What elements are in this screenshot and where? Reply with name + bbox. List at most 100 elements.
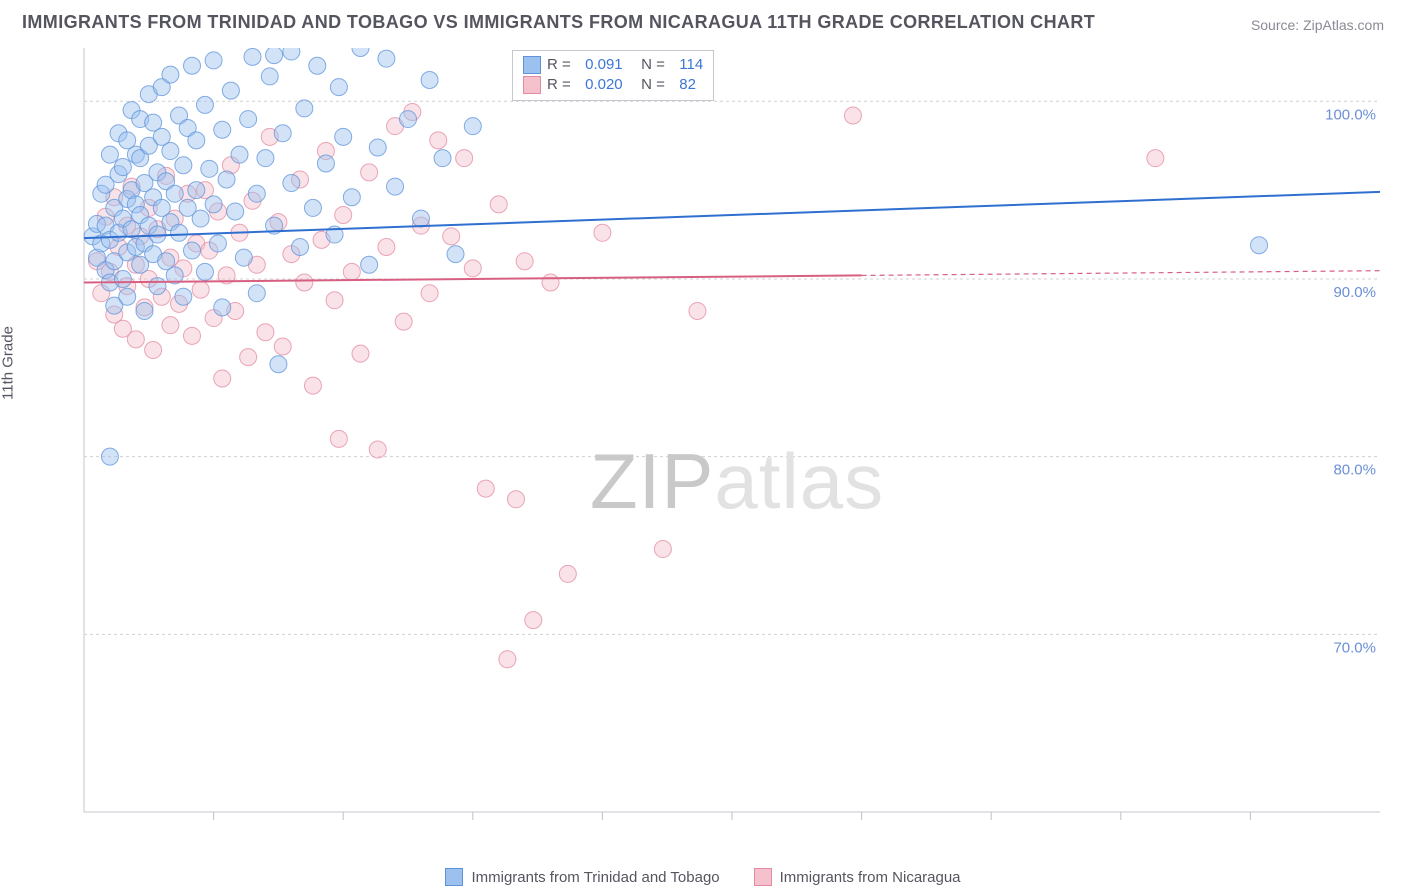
- data-point: [283, 48, 300, 60]
- data-point: [508, 491, 525, 508]
- data-point: [101, 146, 118, 163]
- data-point: [240, 349, 257, 366]
- legend-label: Immigrants from Trinidad and Tobago: [471, 869, 719, 886]
- data-point: [343, 189, 360, 206]
- data-point: [274, 338, 291, 355]
- data-point: [352, 345, 369, 362]
- data-point: [443, 228, 460, 245]
- data-point: [257, 324, 274, 341]
- legend-item-trinidad: Immigrants from Trinidad and Tobago: [445, 868, 719, 886]
- data-point: [119, 288, 136, 305]
- data-point: [525, 612, 542, 629]
- y-tick-label: 90.0%: [1333, 284, 1376, 301]
- x-tick-label: 30.0%: [1337, 827, 1380, 828]
- data-point: [196, 263, 213, 280]
- trend-line-extrapolated: [862, 271, 1380, 276]
- data-point: [136, 302, 153, 319]
- data-point: [490, 196, 507, 213]
- y-tick-label: 70.0%: [1333, 639, 1376, 656]
- data-point: [149, 278, 166, 295]
- stats-legend-row: R = 0.020 N = 82: [523, 75, 703, 95]
- data-point: [231, 146, 248, 163]
- data-point: [214, 370, 231, 387]
- data-point: [162, 317, 179, 334]
- data-point: [222, 82, 239, 99]
- data-point: [184, 242, 201, 259]
- data-point: [296, 100, 313, 117]
- data-point: [430, 132, 447, 149]
- data-point: [477, 480, 494, 497]
- data-point: [166, 185, 183, 202]
- data-point: [292, 238, 309, 255]
- data-point: [1147, 150, 1164, 167]
- data-point: [244, 48, 261, 65]
- data-point: [248, 185, 265, 202]
- data-point: [127, 331, 144, 348]
- data-point: [317, 155, 334, 172]
- data-point: [248, 285, 265, 302]
- scatter-plot-svg: 70.0% 80.0% 90.0% 100.0% 0.0% 30.0%: [50, 48, 1380, 828]
- data-point: [421, 285, 438, 302]
- data-point: [114, 270, 131, 287]
- data-point: [447, 246, 464, 263]
- data-point: [235, 249, 252, 266]
- data-point: [227, 203, 244, 220]
- data-point: [456, 150, 473, 167]
- data-point: [378, 238, 395, 255]
- data-point: [274, 125, 291, 142]
- data-point: [335, 207, 352, 224]
- data-point: [188, 132, 205, 149]
- y-tick-label: 80.0%: [1333, 462, 1376, 479]
- data-point: [387, 178, 404, 195]
- data-point: [201, 160, 218, 177]
- data-point: [209, 235, 226, 252]
- chart-title: IMMIGRANTS FROM TRINIDAD AND TOBAGO VS I…: [22, 12, 1095, 33]
- data-point: [175, 157, 192, 174]
- data-point: [361, 164, 378, 181]
- source-label: Source: ZipAtlas.com: [1251, 17, 1384, 33]
- data-point: [214, 121, 231, 138]
- data-point: [516, 253, 533, 270]
- swatch-icon: [754, 868, 772, 886]
- data-point: [326, 292, 343, 309]
- data-point: [171, 224, 188, 241]
- data-point: [184, 327, 201, 344]
- data-point: [434, 150, 451, 167]
- bottom-legend: Immigrants from Trinidad and Tobago Immi…: [0, 868, 1406, 886]
- data-point: [205, 52, 222, 69]
- data-point: [352, 48, 369, 57]
- data-point: [330, 430, 347, 447]
- legend-label: Immigrants from Nicaragua: [780, 869, 961, 886]
- data-point: [499, 651, 516, 668]
- swatch-icon: [523, 56, 541, 74]
- data-point: [421, 71, 438, 88]
- y-tick-label: 100.0%: [1325, 106, 1376, 123]
- swatch-icon: [445, 868, 463, 886]
- data-point: [175, 288, 192, 305]
- data-point: [395, 313, 412, 330]
- data-point: [296, 274, 313, 291]
- data-point: [196, 96, 213, 113]
- data-point: [240, 111, 257, 128]
- data-point: [361, 256, 378, 273]
- data-point: [192, 210, 209, 227]
- title-bar: IMMIGRANTS FROM TRINIDAD AND TOBAGO VS I…: [0, 0, 1406, 39]
- data-point: [343, 263, 360, 280]
- data-point: [192, 281, 209, 298]
- data-point: [304, 199, 321, 216]
- data-point: [369, 441, 386, 458]
- x-tick-label: 0.0%: [84, 827, 118, 828]
- data-point: [188, 182, 205, 199]
- data-point: [205, 196, 222, 213]
- data-point: [184, 57, 201, 74]
- data-point: [400, 111, 417, 128]
- legend-item-nicaragua: Immigrants from Nicaragua: [754, 868, 961, 886]
- data-point: [270, 356, 287, 373]
- data-point: [412, 210, 429, 227]
- data-point: [844, 107, 861, 124]
- y-axis-title: 11th Grade: [0, 326, 17, 400]
- data-point: [369, 139, 386, 156]
- data-point: [559, 565, 576, 582]
- stats-legend-row: R = 0.091 N = 114: [523, 55, 703, 75]
- data-point: [162, 143, 179, 160]
